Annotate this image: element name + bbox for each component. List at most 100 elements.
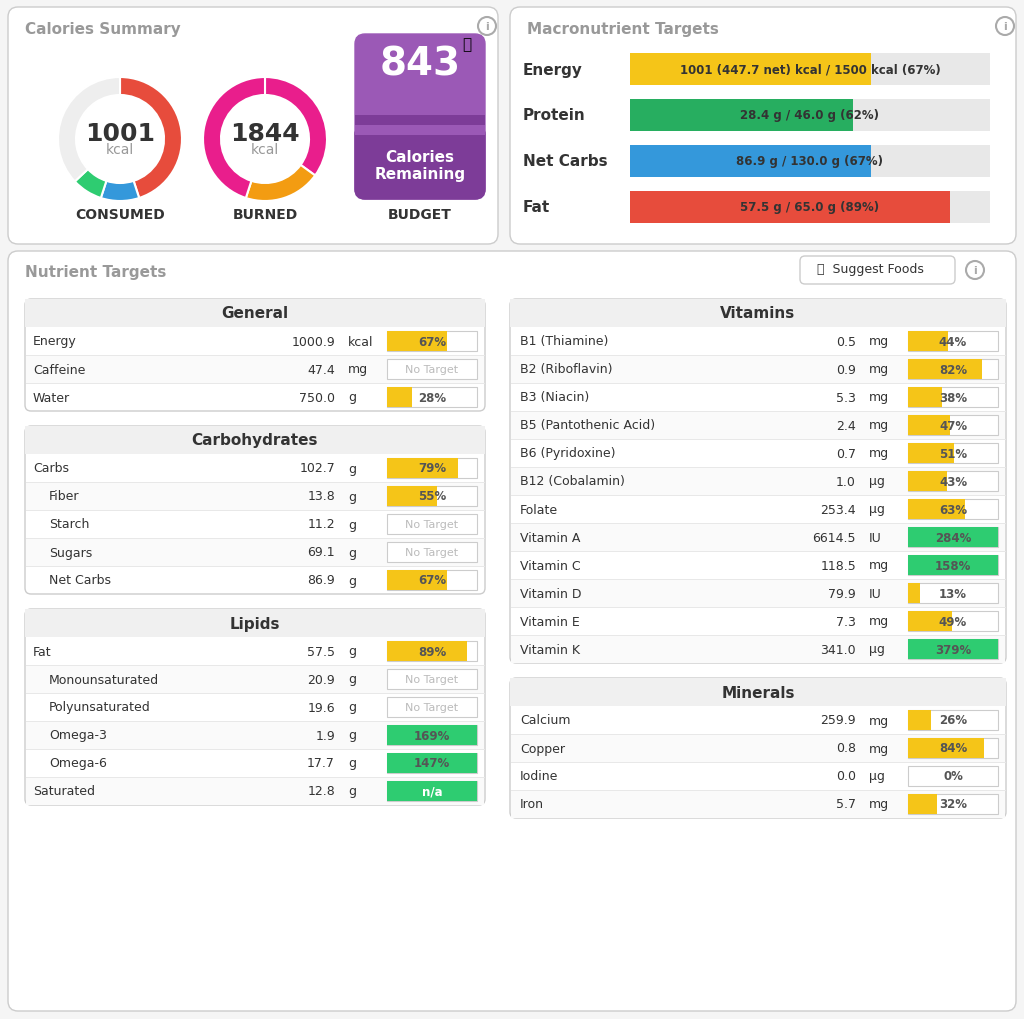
- Text: mg: mg: [869, 391, 889, 405]
- Bar: [26, 483, 484, 511]
- Bar: [387, 459, 477, 479]
- Text: Fat: Fat: [33, 645, 51, 658]
- Bar: [387, 360, 477, 380]
- Text: 0.8: 0.8: [836, 742, 856, 755]
- Text: 67%: 67%: [418, 335, 446, 348]
- Text: Sugars: Sugars: [49, 546, 92, 559]
- FancyBboxPatch shape: [355, 35, 485, 200]
- Text: Lipids: Lipids: [229, 615, 281, 631]
- Text: Fiber: Fiber: [49, 490, 80, 503]
- Text: Vitamin E: Vitamin E: [520, 614, 580, 628]
- Bar: [908, 584, 998, 603]
- Text: B3 (Niacin): B3 (Niacin): [520, 391, 589, 405]
- Text: kcal: kcal: [348, 335, 374, 348]
- Text: 38%: 38%: [939, 391, 967, 405]
- Bar: [908, 528, 998, 547]
- Text: 1.0: 1.0: [837, 475, 856, 488]
- Text: mg: mg: [869, 798, 889, 811]
- Bar: [908, 639, 998, 659]
- Text: mg: mg: [869, 742, 889, 755]
- Bar: [25, 609, 485, 637]
- Text: B1 (Thiamine): B1 (Thiamine): [520, 335, 608, 348]
- Bar: [26, 721, 484, 749]
- Bar: [908, 555, 998, 576]
- Text: Vitamins: Vitamins: [720, 306, 796, 321]
- Text: 🍽  Suggest Foods: 🍽 Suggest Foods: [816, 263, 924, 276]
- Text: BURNED: BURNED: [232, 208, 298, 222]
- Text: Caffeine: Caffeine: [33, 363, 85, 376]
- Text: Iron: Iron: [520, 798, 544, 811]
- Text: IU: IU: [869, 531, 882, 544]
- Text: 49%: 49%: [939, 614, 967, 628]
- Wedge shape: [265, 77, 327, 176]
- FancyBboxPatch shape: [8, 8, 498, 245]
- Bar: [511, 524, 1005, 551]
- Text: Polyunsaturated: Polyunsaturated: [49, 701, 151, 713]
- Text: Carbs: Carbs: [33, 462, 69, 475]
- Text: 0%: 0%: [943, 769, 963, 783]
- Text: 19.6: 19.6: [307, 701, 335, 713]
- Text: Protein: Protein: [523, 108, 586, 123]
- Text: 82%: 82%: [939, 363, 967, 376]
- Text: 147%: 147%: [414, 757, 451, 769]
- Text: 57.5 g / 65.0 g (89%): 57.5 g / 65.0 g (89%): [740, 202, 880, 214]
- Text: Copper: Copper: [520, 742, 565, 755]
- Bar: [908, 739, 984, 758]
- Text: 43%: 43%: [939, 475, 967, 488]
- Text: 1000.9: 1000.9: [291, 335, 335, 348]
- Text: 843: 843: [380, 46, 461, 84]
- Bar: [630, 54, 990, 86]
- Text: g: g: [348, 574, 356, 587]
- Bar: [511, 412, 1005, 439]
- Bar: [908, 472, 998, 491]
- Bar: [630, 100, 853, 131]
- Text: 2.4: 2.4: [837, 419, 856, 432]
- Text: n/a: n/a: [422, 785, 442, 798]
- Bar: [908, 555, 998, 576]
- Text: g: g: [348, 546, 356, 559]
- Wedge shape: [120, 77, 182, 199]
- Bar: [387, 726, 477, 745]
- Text: Energy: Energy: [523, 62, 583, 77]
- Bar: [510, 300, 1006, 328]
- Text: i: i: [1004, 22, 1007, 32]
- Text: B2 (Riboflavin): B2 (Riboflavin): [520, 363, 612, 376]
- Bar: [387, 669, 477, 689]
- Bar: [908, 331, 947, 352]
- Text: Net Carbs: Net Carbs: [49, 574, 111, 587]
- Text: mg: mg: [869, 447, 889, 460]
- Bar: [908, 528, 998, 547]
- Bar: [908, 360, 982, 380]
- Text: Folate: Folate: [520, 503, 558, 516]
- Text: 259.9: 259.9: [820, 713, 856, 727]
- Text: 5.7: 5.7: [836, 798, 856, 811]
- Text: mg: mg: [869, 363, 889, 376]
- Text: g: g: [348, 701, 356, 713]
- Bar: [511, 735, 1005, 762]
- Bar: [908, 611, 998, 632]
- Bar: [908, 794, 937, 814]
- Text: 1001 (447.7 net) kcal / 1500 kcal (67%): 1001 (447.7 net) kcal / 1500 kcal (67%): [680, 63, 940, 76]
- FancyBboxPatch shape: [510, 8, 1016, 245]
- Text: Carbohydrates: Carbohydrates: [191, 433, 318, 448]
- Text: mg: mg: [348, 363, 368, 376]
- Text: 67%: 67%: [418, 574, 446, 587]
- Text: 32%: 32%: [939, 798, 967, 811]
- Bar: [387, 331, 447, 352]
- Text: i: i: [973, 266, 977, 276]
- Bar: [630, 146, 871, 178]
- Bar: [908, 499, 998, 520]
- Text: Calories: Calories: [385, 151, 455, 165]
- FancyBboxPatch shape: [25, 427, 485, 594]
- Text: 84%: 84%: [939, 742, 967, 755]
- Bar: [908, 360, 998, 380]
- Text: µg: µg: [869, 643, 885, 656]
- Bar: [908, 331, 998, 352]
- Text: No Target: No Target: [406, 547, 459, 557]
- Text: 47%: 47%: [939, 419, 967, 432]
- Bar: [908, 710, 998, 731]
- Bar: [630, 192, 950, 224]
- Text: BUDGET: BUDGET: [388, 208, 452, 222]
- Bar: [511, 636, 1005, 663]
- Bar: [908, 766, 998, 787]
